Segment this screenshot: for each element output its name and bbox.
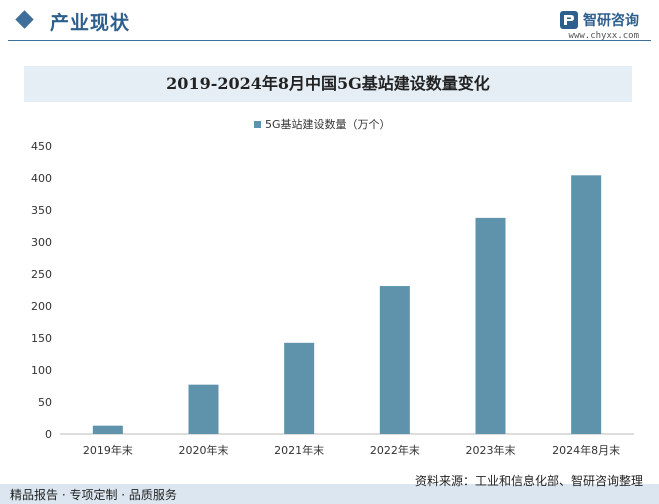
y-tick-label: 0	[45, 428, 52, 441]
bar	[475, 217, 506, 434]
source-note: 资料来源：工业和信息化部、智研咨询整理	[414, 474, 643, 488]
x-tick-label: 2024年8月末	[552, 443, 620, 457]
footer-bar: 精品报告 · 专项定制 · 品质服务	[0, 484, 659, 504]
legend-label: 5G基站建设数量（万个）	[265, 118, 391, 131]
y-tick-label: 200	[31, 300, 52, 313]
y-tick-label: 100	[31, 364, 52, 377]
x-tick-label: 2019年末	[83, 443, 133, 457]
chart-title: 2019-2024年8月中国5G基站建设数量变化	[166, 74, 490, 93]
bar	[188, 384, 219, 434]
bar	[92, 425, 123, 434]
x-tick-label: 2020年末	[179, 443, 229, 457]
brand-logo-icon	[560, 11, 578, 29]
chart-title-band: 2019-2024年8月中国5G基站建设数量变化	[24, 66, 632, 102]
page-footer: 精品报告 · 专项定制 · 品质服务 资料来源：工业和信息化部、智研咨询整理	[0, 468, 659, 504]
y-tick-label: 300	[31, 236, 52, 249]
y-tick-label: 150	[31, 332, 52, 345]
y-tick-label: 350	[31, 204, 52, 217]
x-tick-label: 2023年末	[466, 443, 516, 457]
y-tick-label: 50	[38, 396, 52, 409]
chart-legend: 5G基站建设数量（万个）	[254, 116, 391, 132]
y-tick-label: 450	[31, 140, 52, 153]
bar	[284, 342, 315, 434]
page-header: 产业现状 智研咨询 www.chyxx.com	[0, 0, 659, 44]
bar-chart: 0 50 100 150 200 250 300 350 400 450 2019年末 2020年末 2…	[31, 140, 634, 457]
header-divider	[8, 40, 651, 41]
bar	[571, 175, 602, 434]
x-tick-label: 2022年末	[370, 443, 420, 457]
x-tick-label: 2021年末	[274, 443, 324, 457]
brand: 智研咨询	[559, 10, 639, 30]
section-title: 产业现状	[50, 12, 131, 34]
footer-slogan: 精品报告 · 专项定制 · 品质服务	[10, 488, 177, 502]
y-tick-label: 250	[31, 268, 52, 281]
bar	[379, 286, 410, 434]
brand-name: 智研咨询	[583, 13, 639, 29]
legend-swatch	[254, 120, 261, 128]
brand-url: www.chyxx.com	[568, 31, 639, 41]
y-tick-label: 400	[31, 172, 52, 185]
